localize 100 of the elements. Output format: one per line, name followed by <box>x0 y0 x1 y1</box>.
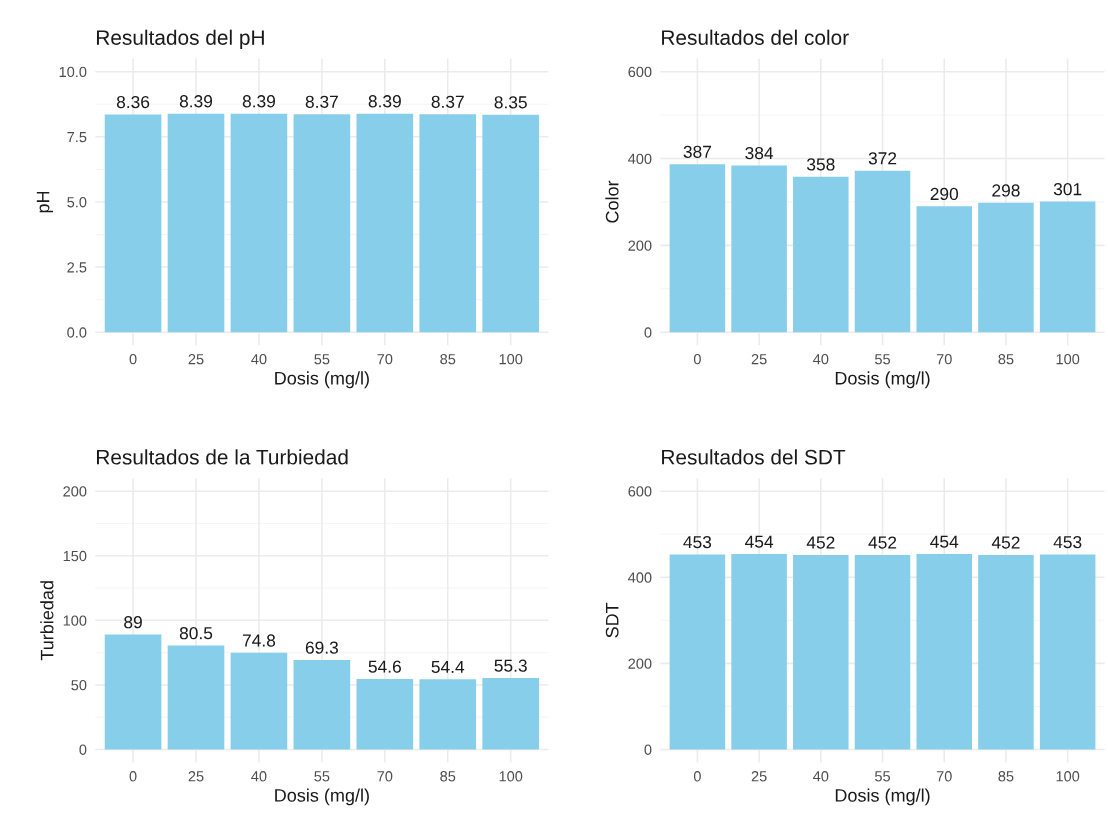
data-label: 290 <box>930 187 959 201</box>
bar <box>669 164 726 333</box>
data-label: 8.37 <box>305 95 338 108</box>
y-tick-label: 200 <box>628 658 652 669</box>
y-tick-label: 600 <box>628 66 652 78</box>
x-axis-title: Dosis (mg/l) <box>835 371 930 389</box>
data-label: 387 <box>683 145 712 158</box>
chart-title: Resultados de la Turbiedad <box>97 449 348 465</box>
x-tick-label: 55 <box>875 354 891 365</box>
data-label: 8.37 <box>431 95 464 108</box>
bar <box>1039 201 1096 333</box>
x-tick-label: 25 <box>188 353 204 365</box>
data-label: 372 <box>868 152 897 165</box>
bar <box>167 645 225 750</box>
x-axis-title: Dosis (mg/l) <box>835 788 930 806</box>
x-tick-label: 85 <box>440 353 456 365</box>
x-tick-label: 40 <box>251 353 267 365</box>
y-tick-label: 400 <box>628 572 652 583</box>
data-label: 89 <box>124 616 142 629</box>
data-label: 80.5 <box>179 627 213 640</box>
y-axis-title: Color <box>605 180 619 223</box>
bar <box>230 652 288 750</box>
x-tick-label: 0 <box>129 771 137 782</box>
data-label: 384 <box>745 146 774 160</box>
data-label: 298 <box>992 184 1020 197</box>
data-label: 69.3 <box>305 641 339 654</box>
x-tick-label: 85 <box>998 771 1014 782</box>
data-label: 8.39 <box>179 95 213 108</box>
bar <box>731 165 787 333</box>
y-tick-label: 100 <box>63 615 87 626</box>
data-label: 454 <box>745 535 774 548</box>
x-tick-label: 85 <box>440 771 456 782</box>
data-label: 454 <box>930 535 959 548</box>
data-label: 54.6 <box>368 660 401 673</box>
x-tick-label: 100 <box>499 771 523 782</box>
x-tick-label: 100 <box>1056 771 1080 782</box>
data-label: 55.3 <box>494 659 527 672</box>
data-label: 8.39 <box>242 95 276 108</box>
y-tick-label: 0 <box>79 744 87 755</box>
y-tick-label: 0 <box>644 744 652 755</box>
data-label: 453 <box>683 535 712 549</box>
x-tick-label: 25 <box>751 771 767 782</box>
bar <box>854 170 911 333</box>
x-tick-label: 0 <box>129 353 137 365</box>
data-label: 358 <box>806 158 835 171</box>
y-tick-label: 50 <box>71 680 87 691</box>
x-tick-label: 70 <box>936 771 952 782</box>
chart-title: Resultados del pH <box>97 29 264 50</box>
x-tick-label: 70 <box>936 353 952 365</box>
y-axis-title: Turbiedad <box>40 581 54 661</box>
x-axis-title: Dosis (mg/l) <box>275 371 369 389</box>
chart-title: Resultados del color <box>662 29 849 45</box>
data-label: 74.8 <box>242 634 276 647</box>
chart-title: Resultados del SDT <box>662 449 846 465</box>
data-label: 452 <box>806 536 835 549</box>
data-label: 301 <box>1053 183 1082 196</box>
bar <box>793 176 849 333</box>
x-tick-label: 40 <box>813 353 829 365</box>
data-label: 8.36 <box>116 95 150 109</box>
data-label: 453 <box>1053 535 1082 549</box>
x-tick-label: 100 <box>1056 353 1080 365</box>
data-label: 452 <box>991 536 1020 549</box>
y-tick-label: 10.0 <box>59 66 87 78</box>
y-tick-label: 0 <box>644 327 652 338</box>
y-tick-label: 600 <box>628 486 652 497</box>
data-label: 54.4 <box>431 660 465 674</box>
x-tick-label: 25 <box>751 353 767 365</box>
y-tick-label: 5.0 <box>67 197 87 208</box>
y-tick-label: 150 <box>63 550 87 562</box>
y-axis-title: pH <box>36 191 54 213</box>
data-label: 8.39 <box>368 95 401 108</box>
bar <box>978 202 1034 333</box>
bar <box>419 679 477 750</box>
x-tick-label: 55 <box>875 771 891 782</box>
x-tick-label: 100 <box>499 353 523 365</box>
x-tick-label: 0 <box>693 771 701 782</box>
y-axis-title: SDT <box>605 602 619 638</box>
y-tick-label: 200 <box>628 240 652 251</box>
x-tick-label: 85 <box>998 353 1014 365</box>
y-tick-label: 400 <box>628 153 652 164</box>
x-tick-label: 55 <box>314 771 330 782</box>
y-tick-label: 0.0 <box>67 327 87 338</box>
x-tick-label: 0 <box>693 353 701 365</box>
x-tick-label: 40 <box>251 771 267 782</box>
x-tick-label: 40 <box>813 771 829 782</box>
x-tick-label: 25 <box>188 771 204 782</box>
x-tick-label: 70 <box>377 353 393 365</box>
bar <box>104 634 162 750</box>
x-tick-label: 70 <box>377 771 393 782</box>
bar <box>356 678 414 750</box>
y-tick-label: 7.5 <box>67 132 87 143</box>
y-tick-label: 2.5 <box>67 262 87 273</box>
x-tick-label: 55 <box>314 354 330 365</box>
y-tick-label: 200 <box>63 486 87 497</box>
bar <box>293 659 351 750</box>
data-label: 452 <box>868 536 897 549</box>
bar <box>916 206 972 333</box>
data-label: 8.35 <box>494 96 527 109</box>
bar <box>482 678 540 750</box>
x-axis-title: Dosis (mg/l) <box>275 788 369 806</box>
